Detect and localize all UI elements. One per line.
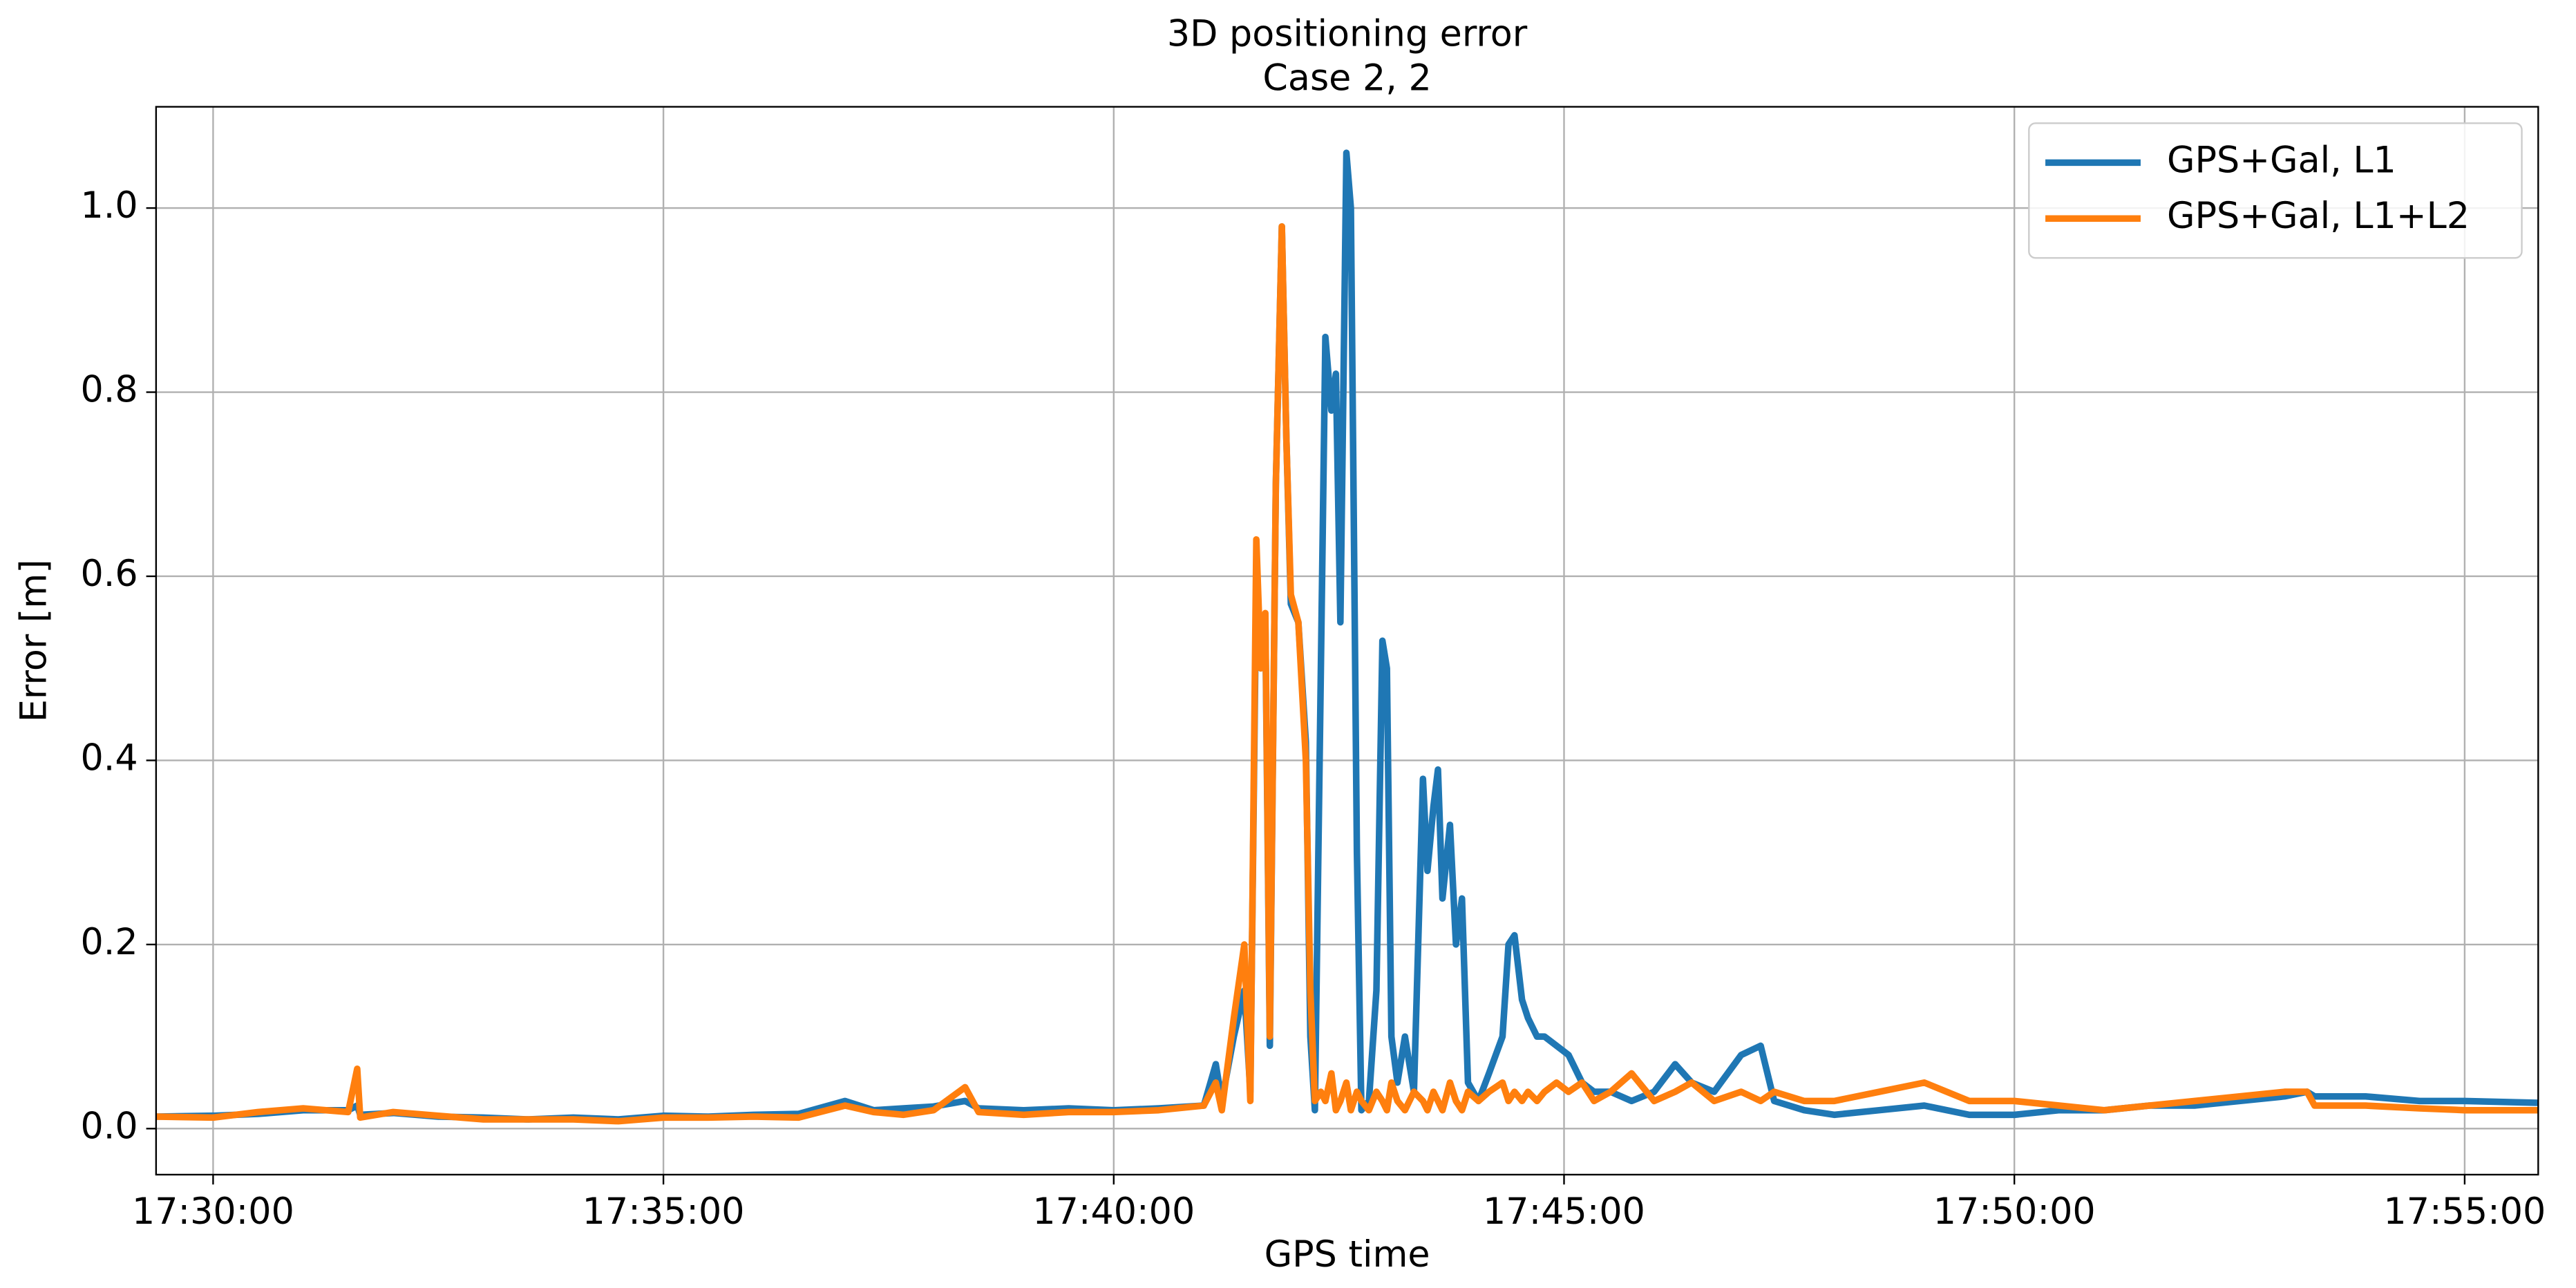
x-tick-label: 17:50:00 [1933, 1191, 2096, 1233]
x-tick-label: 17:55:00 [2383, 1191, 2546, 1233]
data-line [155, 222, 2539, 1125]
chart-subtitle: Case 2, 2 [1262, 57, 1431, 100]
y-tick-label: 0.0 [81, 1105, 138, 1147]
y-tick-label: 0.2 [81, 921, 138, 963]
y-tick-label: 0.8 [81, 369, 138, 411]
y-axis-label: Error [m] [12, 559, 55, 722]
x-axis-label: GPS time [1265, 1233, 1430, 1276]
x-tick-label: 17:35:00 [583, 1191, 745, 1233]
chart-title: 3D positioning error [1167, 12, 1528, 55]
x-tick-label: 17:45:00 [1483, 1191, 1645, 1233]
data-line [155, 149, 2539, 1123]
y-tick-label: 1.0 [81, 184, 138, 227]
legend-label: GPS+Gal, L1 [2167, 139, 2396, 181]
legend-box [2028, 122, 2523, 259]
y-tick-label: 0.6 [81, 553, 138, 595]
y-tick-label: 0.4 [81, 737, 138, 779]
plot-frame [155, 106, 2539, 1176]
x-tick-label: 17:30:00 [132, 1191, 294, 1233]
legend-label: GPS+Gal, L1+L2 [2167, 195, 2470, 237]
x-tick-label: 17:40:00 [1032, 1191, 1195, 1233]
